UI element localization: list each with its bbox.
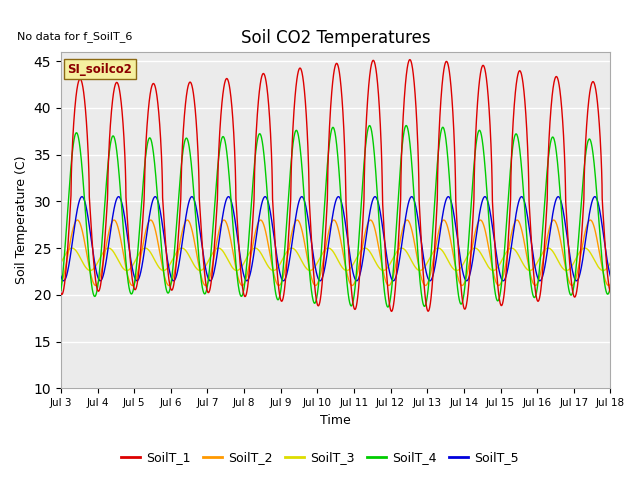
- Text: No data for f_SoilT_6: No data for f_SoilT_6: [17, 32, 132, 42]
- Legend: SoilT_1, SoilT_2, SoilT_3, SoilT_4, SoilT_5: SoilT_1, SoilT_2, SoilT_3, SoilT_4, Soil…: [116, 446, 524, 469]
- Y-axis label: Soil Temperature (C): Soil Temperature (C): [15, 156, 28, 284]
- X-axis label: Time: Time: [320, 414, 351, 427]
- Title: Soil CO2 Temperatures: Soil CO2 Temperatures: [241, 29, 431, 48]
- Text: SI_soilco2: SI_soilco2: [67, 63, 132, 76]
